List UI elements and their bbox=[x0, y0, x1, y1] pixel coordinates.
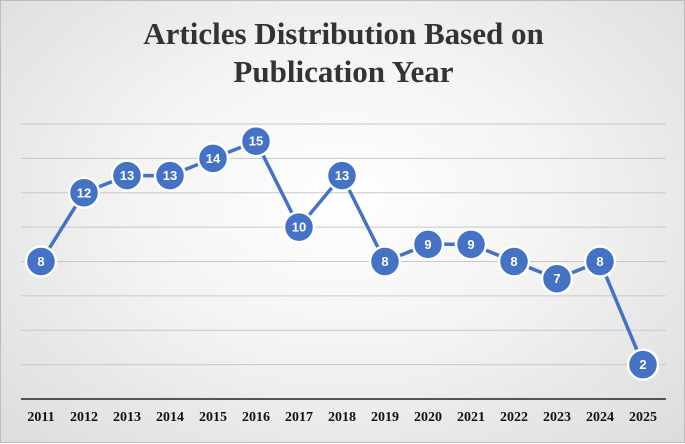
data-point-2012 bbox=[67, 176, 101, 209]
data-point-2025 bbox=[626, 348, 660, 381]
chart-title: Articles Distribution Based on Publicati… bbox=[1, 15, 685, 91]
data-point-2018 bbox=[325, 159, 359, 192]
x-tick-label-2013: 2013 bbox=[113, 410, 141, 425]
data-label-2024: 8 bbox=[596, 254, 603, 269]
data-label-2018: 13 bbox=[335, 168, 349, 183]
data-point-2011 bbox=[24, 245, 58, 278]
data-label-2023: 7 bbox=[553, 271, 560, 286]
x-tick-label-2022: 2022 bbox=[500, 410, 528, 425]
data-point-2017 bbox=[282, 210, 316, 244]
x-tick-label-2012: 2012 bbox=[70, 410, 98, 425]
x-tick-label-2021: 2021 bbox=[457, 410, 485, 425]
data-point-2023 bbox=[540, 262, 574, 295]
x-axis-tick-labels: 2011 2012 2013 2014 2015 2016 2017 2018 2019 2020… bbox=[27, 410, 657, 425]
gridlines bbox=[21, 123, 666, 366]
x-tick-label-2015: 2015 bbox=[199, 410, 227, 425]
data-point-2016 bbox=[239, 124, 273, 158]
data-label-2011: 8 bbox=[37, 254, 44, 269]
data-label-2019: 8 bbox=[381, 254, 388, 269]
data-point-2021 bbox=[454, 228, 488, 261]
x-tick-label-2020: 2020 bbox=[414, 410, 442, 425]
data-label-2025: 2 bbox=[639, 357, 646, 372]
data-label-2016: 15 bbox=[249, 134, 263, 149]
data-label-2014: 13 bbox=[163, 168, 177, 183]
data-label-2012: 12 bbox=[77, 185, 91, 200]
data-label-2021: 9 bbox=[467, 237, 474, 252]
x-tick-label-2019: 2019 bbox=[371, 410, 399, 425]
x-tick-label-2025: 2025 bbox=[629, 410, 657, 425]
x-tick-label-2016: 2016 bbox=[242, 410, 270, 425]
data-label-2020: 9 bbox=[424, 237, 431, 252]
x-tick-label-2018: 2018 bbox=[328, 410, 356, 425]
data-label-2015: 14 bbox=[206, 151, 221, 166]
x-tick-label-2011: 2011 bbox=[27, 410, 54, 425]
data-points: 8 12 13 13 14 15 10 13 8 9 9 8 7 8 2 bbox=[24, 124, 660, 381]
data-point-2015 bbox=[196, 142, 230, 175]
chart-title-line-2: Publication Year bbox=[233, 54, 454, 89]
data-point-2020 bbox=[411, 228, 445, 261]
data-point-2024 bbox=[583, 245, 617, 278]
x-tick-label-2014: 2014 bbox=[156, 410, 184, 425]
x-tick-label-2017: 2017 bbox=[285, 410, 313, 425]
data-point-2022 bbox=[497, 245, 531, 278]
data-point-2019 bbox=[368, 245, 402, 278]
data-label-2022: 8 bbox=[510, 254, 517, 269]
data-point-2014 bbox=[153, 159, 187, 192]
data-label-2013: 13 bbox=[120, 168, 134, 183]
chart-title-line-1: Articles Distribution Based on bbox=[143, 16, 544, 51]
x-tick-label-2024: 2024 bbox=[586, 410, 614, 425]
data-label-2017: 10 bbox=[292, 220, 306, 235]
x-tick-label-2023: 2023 bbox=[543, 410, 571, 425]
data-point-2013 bbox=[110, 159, 144, 192]
